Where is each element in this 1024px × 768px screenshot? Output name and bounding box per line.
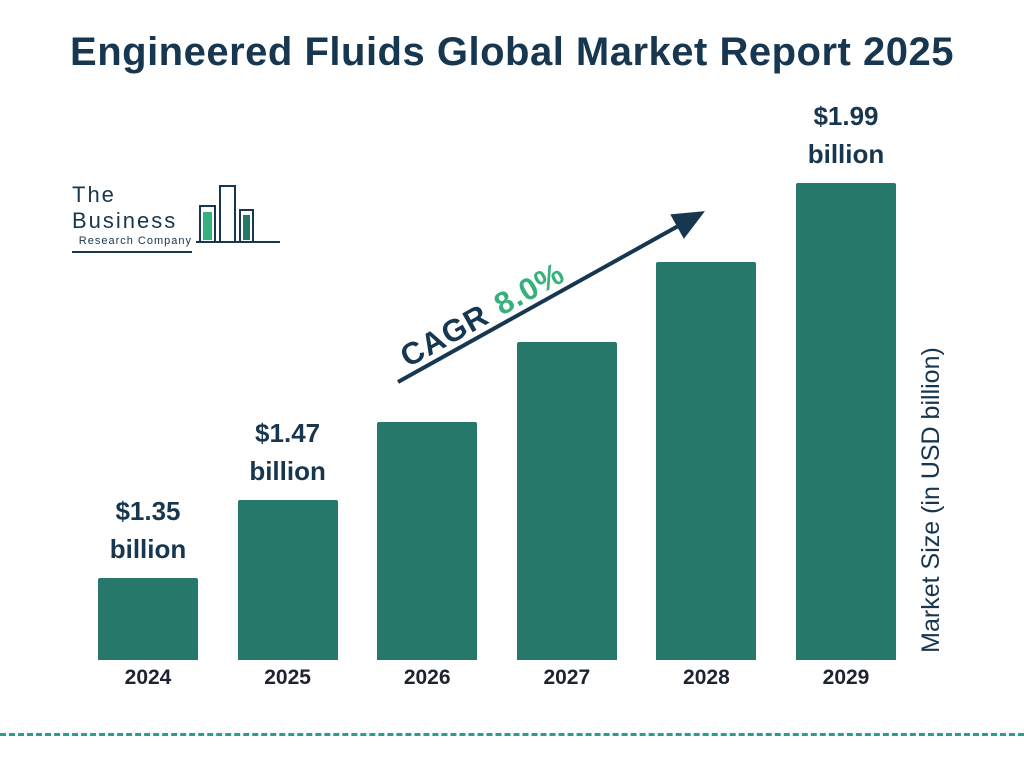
y-axis-label: Market Size (in USD billion) xyxy=(917,347,945,653)
value-label-2024: $1.35 billion xyxy=(109,496,187,564)
bar-2029 xyxy=(796,183,896,660)
x-axis-label-2025: 2025 xyxy=(264,666,311,689)
value-label-2029: $1.99 billion xyxy=(807,101,885,169)
logo-name: The Business xyxy=(72,182,178,233)
logo-text: The Business Research Company xyxy=(72,182,192,253)
chart-title: Engineered Fluids Global Market Report 2… xyxy=(70,30,954,74)
bottom-dashed-divider xyxy=(0,733,1024,736)
logo-subname: Research Company xyxy=(78,235,192,247)
x-axis-label-2026: 2026 xyxy=(403,666,451,689)
x-axis-label-2024: 2024 xyxy=(124,666,172,689)
value-label-2025: $1.47 billion xyxy=(249,418,326,486)
logo-bars-icon xyxy=(196,182,282,253)
x-axis-label-2028: 2028 xyxy=(683,666,730,689)
x-axis-label-2027: 2027 xyxy=(543,666,591,689)
bar-2028 xyxy=(656,262,757,660)
bar-2025 xyxy=(237,500,338,660)
bar-2024 xyxy=(98,578,198,660)
x-axis-label-2029: 2029 xyxy=(822,666,870,689)
bar-2027 xyxy=(516,342,617,660)
bar-2026 xyxy=(377,422,478,660)
company-logo: The Business Research Company xyxy=(72,182,282,253)
